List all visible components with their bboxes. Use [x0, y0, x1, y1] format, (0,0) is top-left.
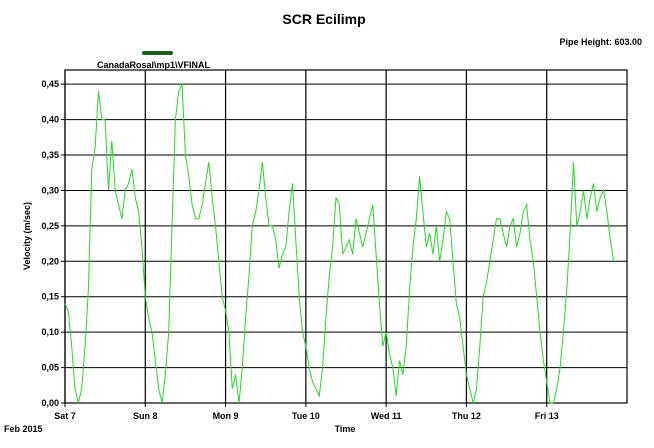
x-tick-label: Tue 10	[292, 411, 320, 421]
y-tick-label: 0,35	[41, 150, 59, 160]
legend-label: CanadaRosal\mp1\VFINAL	[97, 60, 211, 70]
y-tick-label: 0,10	[41, 327, 59, 337]
y-tick-label: 0,40	[41, 115, 59, 125]
x-axis-sublabel: Feb 2015	[4, 424, 43, 434]
x-tick-label: Wed 11	[371, 411, 402, 421]
x-tick-label: Thu 12	[452, 411, 481, 421]
series-line	[64, 83, 615, 404]
y-axis-label: Velocity (m/sec)	[22, 202, 32, 270]
y-tick-label: 0,00	[41, 398, 59, 408]
chart-title: SCR Ecilimp	[282, 11, 365, 27]
legend-swatch	[142, 51, 173, 55]
x-tick-label: Mon 9	[213, 411, 239, 421]
x-tick-label: Sun 8	[133, 411, 158, 421]
plot-frame	[64, 69, 628, 404]
y-tick-label: 0,45	[41, 79, 59, 89]
x-axis-ticks: Sat 7 Sun 8 Mon 9 Tue 10 Wed 11 Thu 12 Fri 13	[54, 403, 559, 421]
y-tick-label: 0,20	[41, 256, 59, 266]
x-tick-label: Sat 7	[54, 411, 76, 421]
y-tick-label: 0,15	[41, 292, 59, 302]
x-tick-label: Fri 13	[535, 411, 559, 421]
y-tick-label: 0,05	[41, 363, 59, 373]
x-axis-label: Time	[335, 424, 356, 434]
y-tick-label: 0,30	[41, 185, 59, 195]
y-axis-ticks: 0,00 0,05 0,10 0,15 0,20 0,25 0,30 0,35 0,40 0,45	[41, 79, 65, 408]
y-tick-label: 0,25	[41, 221, 59, 231]
pipe-height-annotation: Pipe Height: 603.00	[559, 37, 642, 47]
